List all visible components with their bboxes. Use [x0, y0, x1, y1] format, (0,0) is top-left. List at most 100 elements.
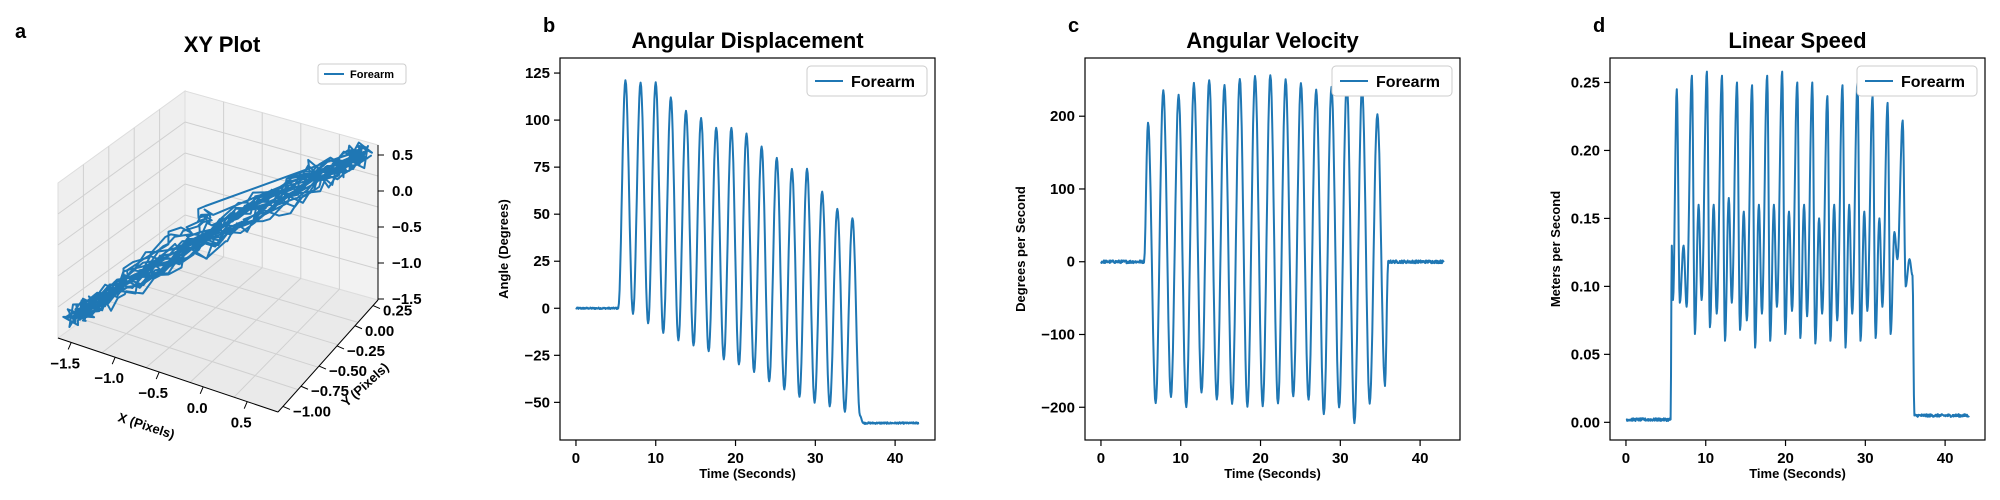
- y-tick-mark: [300, 385, 309, 390]
- legend-label: Forearm: [350, 69, 394, 81]
- y-tick-label: 0.00: [365, 323, 394, 340]
- y-tick-label: 50: [533, 206, 550, 223]
- y-tick-label: 0.00: [1571, 414, 1600, 431]
- z-tick-label: 0.0: [392, 183, 413, 200]
- z-tick-label: 0.5: [392, 147, 413, 164]
- x-tick-label: 30: [1857, 450, 1874, 467]
- series-line-forearm: [62, 141, 373, 328]
- chart-title: Linear Speed: [1728, 28, 1866, 53]
- y-axis-label: Degrees per Second: [1013, 186, 1028, 312]
- x-tick-label: 40: [1412, 450, 1429, 467]
- x-tick-label: 20: [1777, 450, 1794, 467]
- y-tick-label: 0.25: [383, 303, 412, 320]
- legend: Forearm: [1331, 65, 1453, 97]
- plot-frame: [1084, 57, 1461, 441]
- y-tick-label: 200: [1050, 108, 1075, 125]
- y-tick-mark: [372, 305, 381, 310]
- x-axis-line: [57, 337, 279, 413]
- x-tick-mark: [199, 386, 204, 395]
- y-tick-label: 0.15: [1571, 210, 1600, 227]
- grid-line: [57, 121, 186, 215]
- x-tick-label: 0: [1097, 450, 1105, 467]
- legend-box: [1856, 65, 1978, 97]
- y-tick-label: 0: [1067, 254, 1075, 271]
- x-tick-label: 20: [1252, 450, 1269, 467]
- y-axis-line: [277, 299, 379, 413]
- y-tick-label: −25: [525, 347, 550, 364]
- x-tick-label: 0.0: [187, 400, 208, 417]
- y-tick-label: −200: [1041, 399, 1075, 416]
- x-tick-label: −1.0: [94, 370, 124, 387]
- chart-title: Angular Displacement: [631, 28, 864, 53]
- y-tick-label: 25: [533, 253, 550, 270]
- legend: Forearm: [317, 63, 407, 85]
- grid-line: [57, 183, 186, 277]
- x-tick-label: 40: [1937, 450, 1954, 467]
- grid-line: [57, 152, 186, 246]
- z-tick-label: −1.0: [392, 255, 422, 272]
- x-tick-label: 10: [1697, 450, 1714, 467]
- y-tick-label: −100: [1041, 326, 1075, 343]
- y-tick-label: 100: [525, 112, 550, 129]
- x-tick-mark: [243, 401, 248, 409]
- x-tick-label: 10: [647, 450, 664, 467]
- z-tick-label: −0.5: [392, 219, 422, 236]
- y-tick-label: 0.20: [1571, 142, 1600, 159]
- series-line-forearm: [1100, 74, 1445, 425]
- y-axis-label: Meters per Second: [1548, 191, 1563, 307]
- y-tick-mark: [282, 405, 291, 410]
- x-tick-mark: [67, 342, 72, 350]
- y-tick-label: 0.10: [1571, 278, 1600, 295]
- grid-line: [101, 256, 224, 354]
- x-tick-mark: [155, 371, 160, 380]
- x-tick-label: 0: [1622, 450, 1630, 467]
- x-tick-label: 0.5: [231, 415, 252, 432]
- z-tick-label: −1.5: [392, 291, 422, 308]
- y-tick-label: −50: [525, 394, 550, 411]
- y-tick-label: −0.25: [347, 343, 385, 360]
- panel-letter: b: [543, 15, 555, 37]
- x-tick-label: 20: [727, 450, 744, 467]
- chart-title: XY Plot: [184, 32, 261, 57]
- x-tick-label: 30: [807, 450, 824, 467]
- grid-line: [184, 152, 379, 208]
- chart-panel-a: a XY Plot −1.5 −1.0 −0.5 0.0 0.5 −1.00 −0.75 −0.5…: [15, 21, 422, 442]
- legend-box: [317, 63, 407, 85]
- y-tick-label: 75: [533, 159, 550, 176]
- y-tick-label: −0.75: [311, 383, 349, 400]
- legend-label: Forearm: [851, 74, 915, 91]
- x-tick-label: −1.5: [50, 355, 80, 372]
- legend: Forearm: [1856, 65, 1978, 97]
- grid-line: [159, 263, 359, 323]
- series-line-forearm: [575, 79, 920, 425]
- x-axis-label: Time (Seconds): [1224, 466, 1321, 481]
- legend-box: [806, 65, 928, 97]
- x-axis-label: X (Pixels): [116, 410, 176, 442]
- x-tick-mark: [111, 357, 116, 365]
- panel-letter: d: [1593, 15, 1605, 37]
- legend: Forearm: [806, 65, 928, 97]
- x-axis-label: Time (Seconds): [1749, 466, 1846, 481]
- x-tick-label: −0.5: [138, 385, 168, 402]
- y-tick-label: 0: [542, 300, 550, 317]
- grid-line: [83, 319, 299, 391]
- y-axis-label: Angle (Degrees): [496, 199, 511, 299]
- y-tick-label: 0.05: [1571, 346, 1600, 363]
- y-tick-mark: [354, 325, 363, 330]
- grid-line: [189, 278, 302, 383]
- y-tick-mark: [318, 365, 327, 370]
- y-tick-label: −0.50: [329, 363, 367, 380]
- y-tick-label: 125: [525, 65, 550, 82]
- panel-letter: a: [15, 21, 27, 43]
- plot-frame: [559, 57, 936, 441]
- y-tick-label: −1.00: [293, 403, 331, 420]
- grid-line: [134, 282, 339, 346]
- x-axis-label: Time (Seconds): [699, 466, 796, 481]
- series-line-forearm: [1625, 70, 1970, 422]
- x-tick-label: 0: [572, 450, 580, 467]
- x-tick-label: 40: [887, 450, 904, 467]
- legend-label: Forearm: [1901, 74, 1965, 91]
- y-tick-label: 0.25: [1571, 74, 1600, 91]
- chart-panel-c: c Angular Velocity 0 10 20 30 40 −200 −100 0 100 20…: [1013, 15, 1461, 481]
